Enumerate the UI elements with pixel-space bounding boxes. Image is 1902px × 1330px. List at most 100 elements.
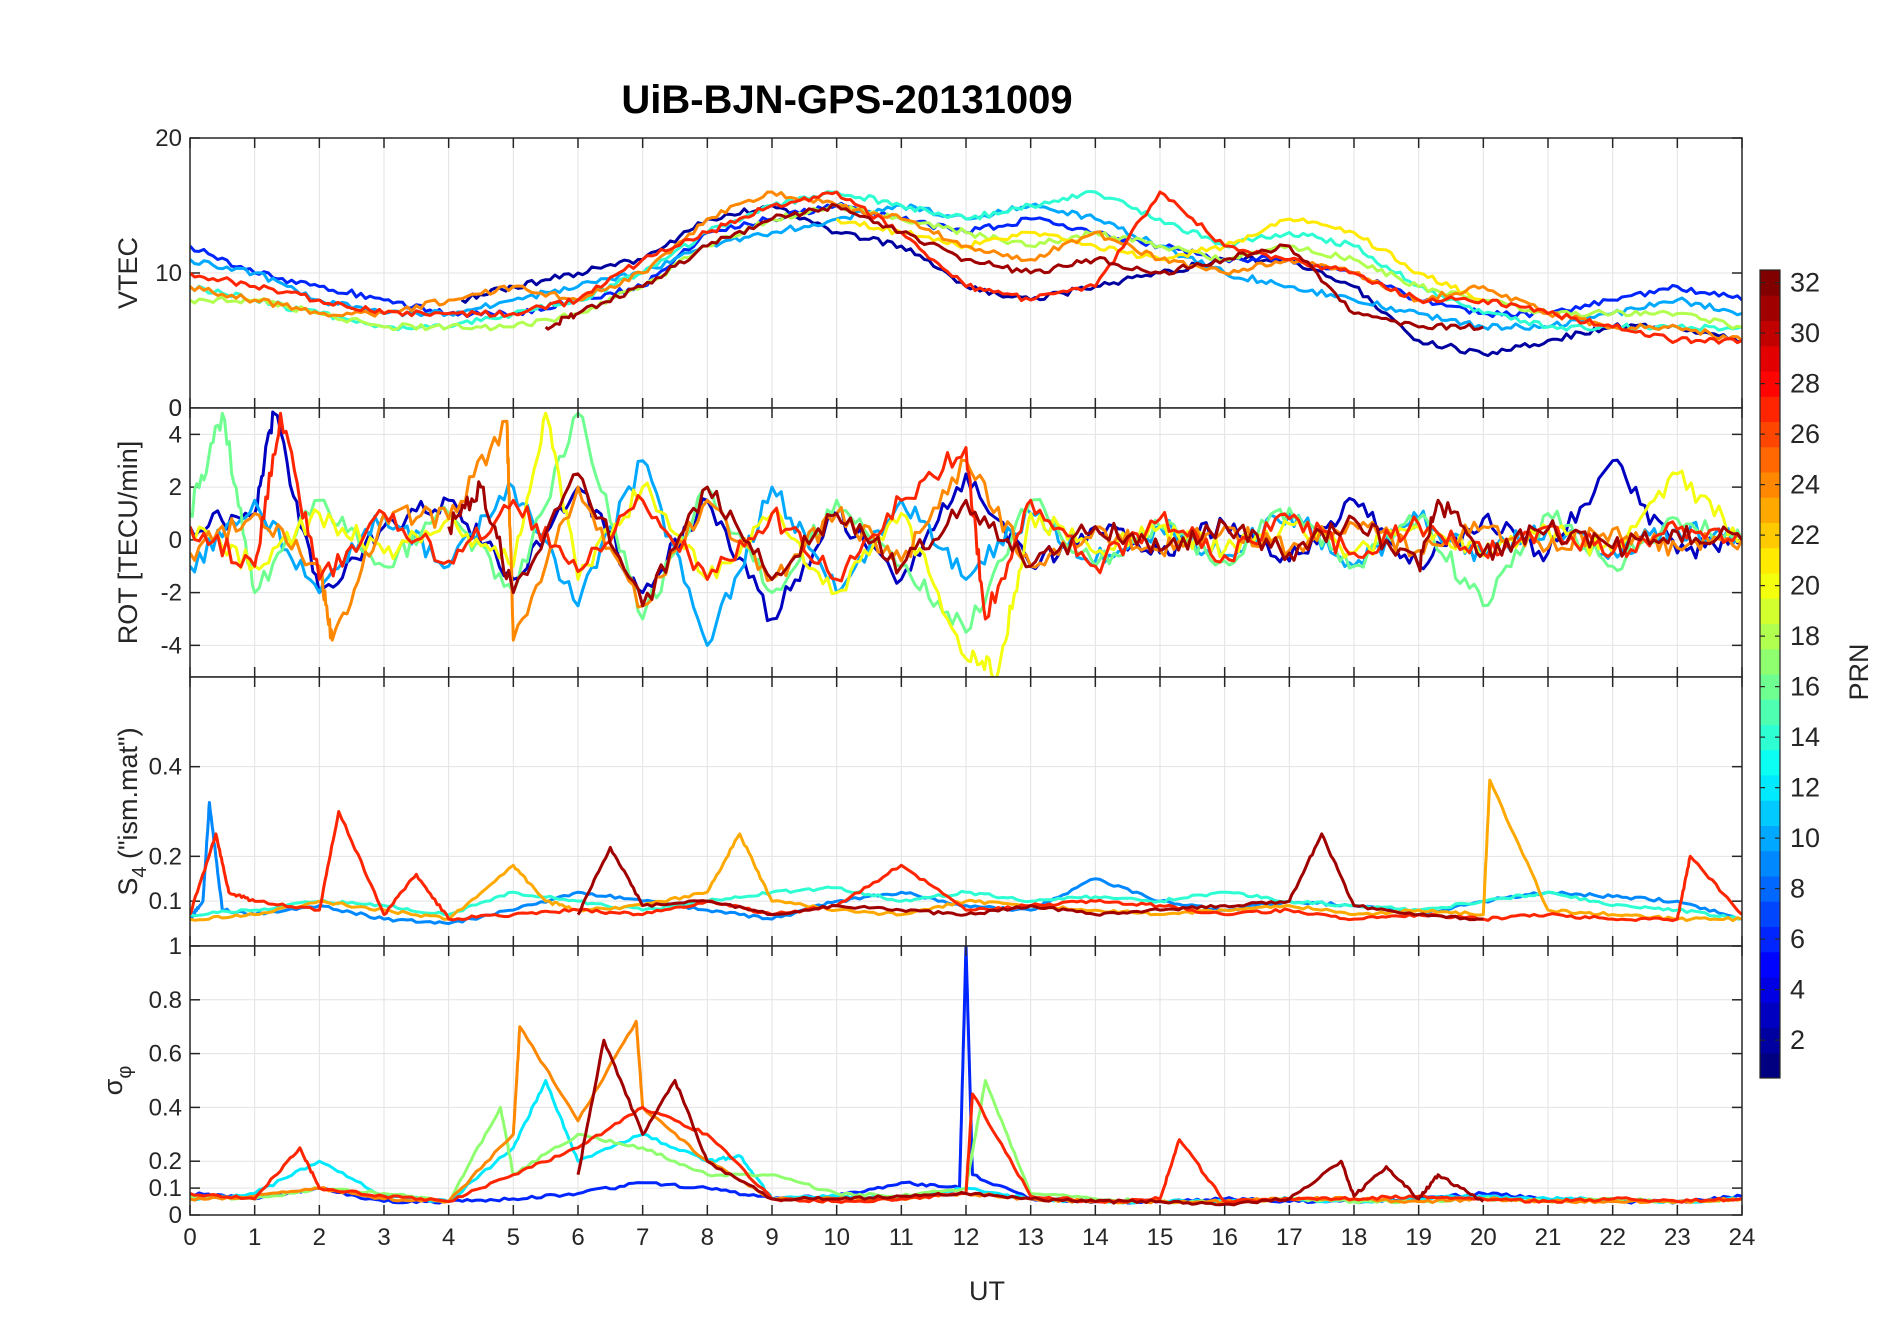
- x-axis-label: UT: [969, 1276, 1005, 1306]
- colorbar-tick-label: 24: [1790, 470, 1820, 500]
- y-axis-label: VTEC: [113, 237, 143, 309]
- x-tick-label: 0: [183, 1224, 196, 1251]
- colorbar-segment: [1760, 825, 1780, 852]
- x-tick-label: 7: [636, 1224, 649, 1251]
- colorbar-segment: [1760, 497, 1780, 523]
- colorbar-segment: [1760, 926, 1780, 953]
- colorbar-segment: [1760, 320, 1780, 347]
- y-tick-label: 2: [169, 474, 182, 501]
- y-tick-label: 10: [155, 260, 182, 287]
- colorbar-label: PRN: [1844, 643, 1874, 700]
- series-line-prn-31: [447, 472, 1742, 608]
- series-line-prn-27: [190, 1092, 1742, 1204]
- x-tick-label: 3: [377, 1224, 390, 1251]
- y-tick-label: 0.1: [149, 1175, 182, 1202]
- panel-sigphi: 00.10.2 0.4 0.6 0.8 1 σφ: [98, 933, 1743, 1229]
- colorbar-tick-label: 18: [1790, 621, 1820, 651]
- x-tick-label: 8: [701, 1224, 714, 1251]
- x-tick-label: 9: [765, 1224, 778, 1251]
- x-tick-label: 2: [313, 1224, 326, 1251]
- x-tick-label: 22: [1599, 1224, 1626, 1251]
- x-tick-label: 13: [1017, 1224, 1044, 1251]
- x-tick-label: 18: [1341, 1224, 1368, 1251]
- colorbar-segment: [1760, 547, 1780, 574]
- colorbar-segment: [1760, 295, 1780, 321]
- series-line-prn-27: [190, 810, 1742, 923]
- x-tick-label: 1: [248, 1224, 261, 1251]
- colorbar-tick-label: 16: [1790, 672, 1820, 702]
- colorbar-segment: [1760, 472, 1780, 498]
- series-group: [190, 946, 1742, 1207]
- colorbar-segment: [1760, 977, 1780, 1003]
- colorbar-segment: [1760, 901, 1780, 927]
- panel-vtec: 0 10 20 VTEC: [113, 125, 1743, 422]
- x-tick-label: 17: [1276, 1224, 1303, 1251]
- x-tick-label: 11: [889, 1224, 914, 1251]
- series-line-prn-27: [190, 411, 1742, 621]
- series-line-prn-31: [576, 832, 1484, 922]
- y-tick-label: 1: [169, 933, 182, 960]
- series-line-prn-31: [576, 1038, 1485, 1207]
- series-line-prn-16: [190, 411, 1742, 634]
- y-axis-label-rest: ("ism.mat"): [113, 727, 143, 866]
- y-tick-label: 0.2: [149, 1148, 182, 1175]
- x-tick-label: 4: [442, 1224, 455, 1251]
- colorbar-tick-label: 20: [1790, 571, 1820, 601]
- colorbar-frame: [1759, 269, 1781, 1079]
- x-tick-label: 23: [1664, 1224, 1691, 1251]
- colorbar-segment: [1760, 674, 1780, 700]
- colorbar-segment: [1760, 1052, 1780, 1079]
- y-tick-label: -2: [161, 580, 182, 607]
- series-line-prn-27: [190, 190, 1742, 345]
- y-axis-label: S4 ("ism.mat"): [113, 727, 151, 895]
- x-tick-label: 14: [1082, 1224, 1109, 1251]
- x-tick-label: 6: [571, 1224, 584, 1251]
- colorbar-segment: [1760, 648, 1780, 675]
- colorbar-tick-label: 2: [1790, 1025, 1805, 1055]
- y-tick-label: 0.2: [149, 843, 182, 870]
- series-line-prn-31: [544, 203, 1484, 331]
- x-tick-label: 15: [1147, 1224, 1174, 1251]
- x-tick-labels: 0 1 2 3 4 5 6 7 8 9 10 11 12 13 14 15 16 17 18 19 20 21 22 23 24: [183, 1224, 1755, 1251]
- colorbar-segment: [1760, 421, 1780, 448]
- series-line-prn-24: [190, 419, 1742, 642]
- y-axis-label-subscript: 4: [129, 867, 151, 878]
- y-tick-label: 0: [169, 395, 182, 422]
- colorbar-segment: [1760, 951, 1780, 978]
- y-tick-label: 0.4: [149, 754, 182, 781]
- x-tick-label: 12: [953, 1224, 980, 1251]
- colorbar-segment: [1760, 522, 1780, 549]
- chart-title: UiB-BJN-GPS-20131009: [621, 78, 1072, 122]
- colorbar-segment: [1760, 724, 1780, 751]
- y-tick-label: 0.8: [149, 987, 182, 1014]
- colorbar-segment: [1760, 1002, 1780, 1028]
- x-tick-label: 10: [823, 1224, 850, 1251]
- y-axis-label: ROT [TECU/min]: [113, 441, 143, 645]
- colorbar-segment: [1760, 775, 1780, 801]
- series-group: [190, 778, 1742, 926]
- y-tick-label: 0.1: [149, 888, 182, 915]
- x-tick-label: 19: [1405, 1224, 1432, 1251]
- y-tick-label: -4: [161, 632, 182, 659]
- colorbar-segment: [1760, 396, 1780, 422]
- colorbar-segment: [1760, 850, 1780, 877]
- y-axis-label: σφ: [98, 1066, 136, 1096]
- x-tick-label: 5: [507, 1224, 520, 1251]
- x-tick-label: 24: [1729, 1224, 1756, 1251]
- colorbar-tick-label: 32: [1790, 268, 1820, 298]
- y-axis-label-subscript: φ: [114, 1066, 136, 1079]
- colorbar-tick-label: 28: [1790, 369, 1820, 399]
- colorbar-segment: [1760, 699, 1780, 725]
- colorbar-segment: [1760, 598, 1780, 624]
- y-tick-label: 0: [169, 395, 182, 422]
- colorbar-segment: [1760, 1027, 1780, 1054]
- series-line-prn-9: [190, 801, 1742, 926]
- colorbar-tick-label: 22: [1790, 520, 1820, 550]
- y-axis-label-main: σ: [98, 1078, 128, 1095]
- y-axis-label-main: S: [113, 878, 143, 896]
- series-line-prn-24: [190, 190, 1742, 342]
- y-tick-label: 0.4: [149, 1094, 182, 1121]
